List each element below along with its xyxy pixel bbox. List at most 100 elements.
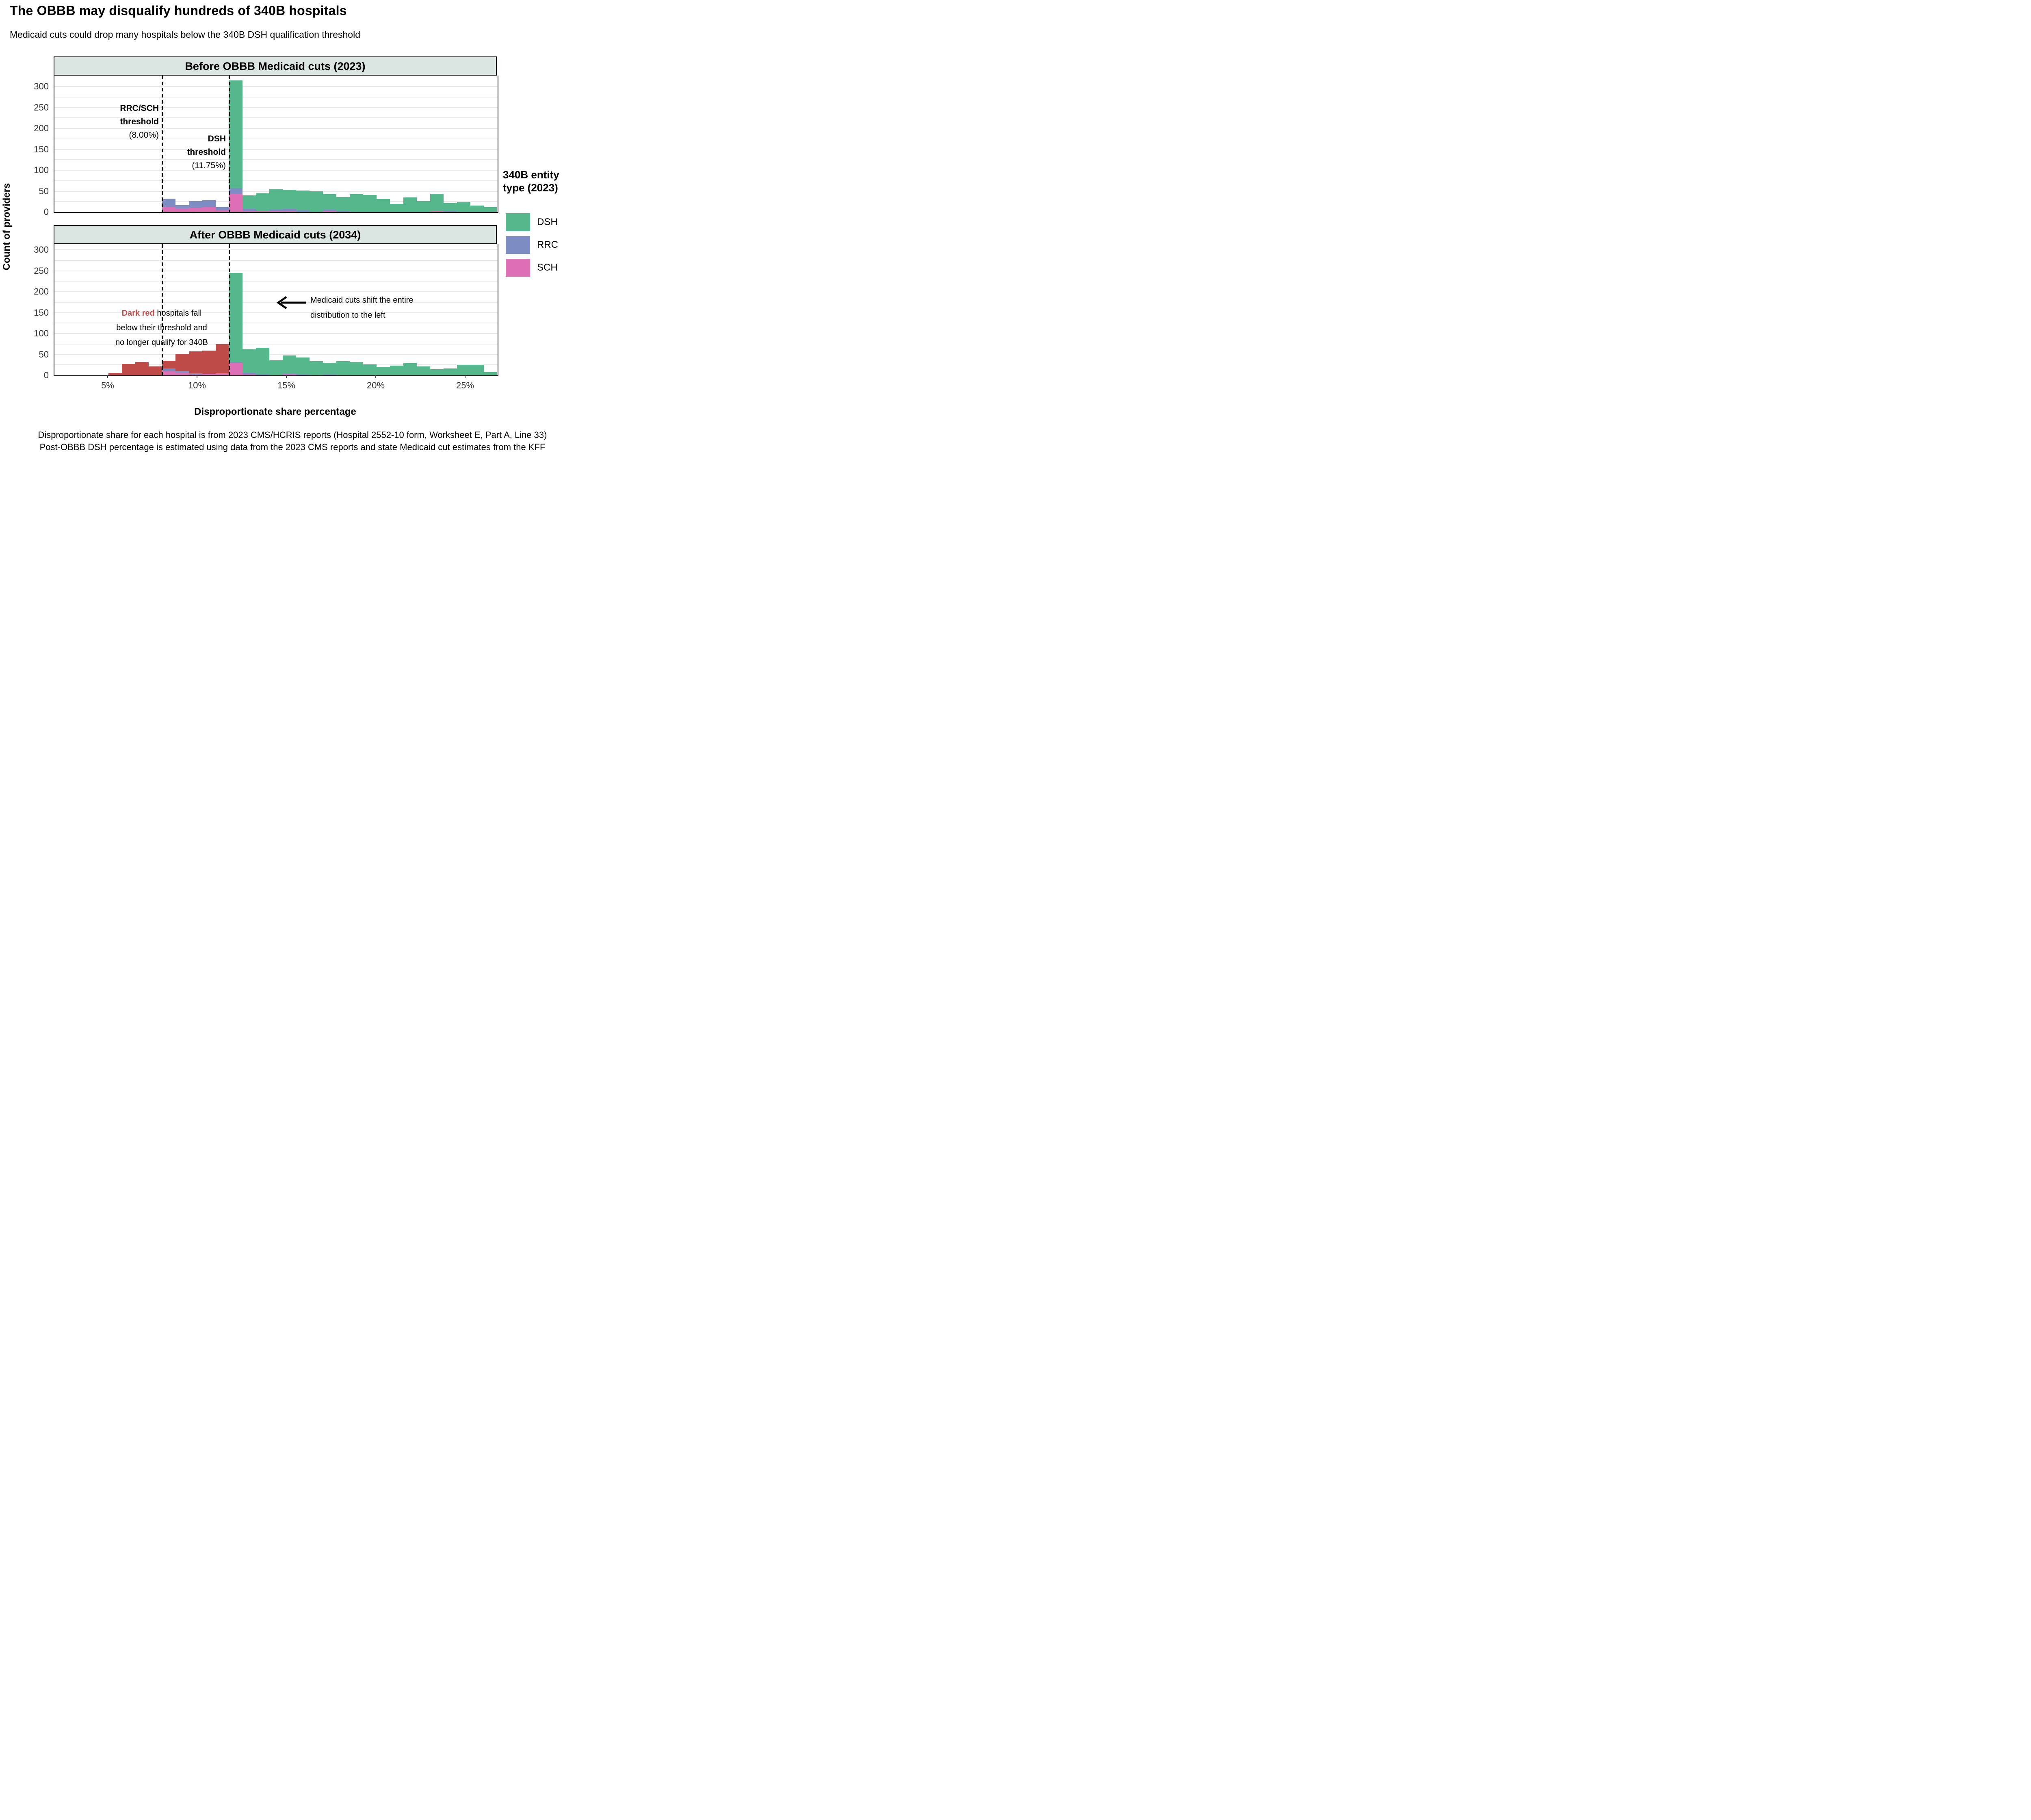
bar-segment-rrc-11.75pct bbox=[229, 362, 243, 363]
bar-segment-dsh-11.75pct bbox=[229, 273, 243, 362]
bar-segment-sch-12.5pct bbox=[243, 210, 256, 212]
bar-segment-sch-8.75pct bbox=[175, 208, 189, 212]
y-tick-300-after: 300 bbox=[34, 245, 49, 255]
bar-segment-dsh-14pct bbox=[269, 189, 283, 210]
bar-segment-dsh-25.25pct bbox=[470, 365, 484, 375]
bar-segment-dsh-18.5pct bbox=[350, 194, 363, 212]
threshold-label-line: DSH bbox=[208, 134, 226, 143]
bar-segment-dsh-20pct bbox=[377, 367, 390, 375]
bar-segment-rrc-8pct bbox=[162, 368, 175, 371]
facet-header-after: After OBBB Medicaid cuts (2034) bbox=[54, 225, 497, 244]
threshold-line-11.75pct bbox=[229, 76, 230, 212]
x-tick-mark-20 bbox=[375, 375, 376, 378]
bar-segment-dsh-14.75pct bbox=[283, 190, 296, 209]
bar-segment-sch-8.75pct bbox=[175, 372, 189, 375]
bar-segment-dsh-14pct bbox=[269, 360, 283, 375]
y-tick-150-after: 150 bbox=[34, 307, 49, 318]
x-axis-title: Disproportionate share percentage bbox=[194, 406, 356, 417]
y-tick-100-after: 100 bbox=[34, 328, 49, 338]
bar-segment-sch-14.75pct bbox=[283, 374, 296, 375]
plot-area-before: RRC/SCH threshold (8.00%) DSH threshold (11.7… bbox=[54, 76, 498, 213]
legend-swatch-dsh bbox=[506, 213, 530, 231]
bar-segment-sch-11.75pct bbox=[229, 193, 243, 212]
threshold-label-line: (11.75%) bbox=[192, 161, 226, 170]
x-tick-label-10: 10% bbox=[188, 380, 206, 390]
x-tick-label-20: 20% bbox=[366, 380, 385, 390]
bar-segment-dsh-16.25pct bbox=[310, 361, 323, 375]
bar-segment-dsh-26pct bbox=[484, 372, 497, 375]
bar-segment-rrc-9.5pct bbox=[189, 373, 202, 375]
threshold-line-11.75pct bbox=[229, 244, 230, 375]
bar-segment-dsh-22.25pct bbox=[417, 366, 430, 375]
y-axis-title: Count of providers bbox=[1, 183, 12, 271]
gridline-200 bbox=[54, 291, 498, 292]
legend-label-rrc: RRC bbox=[537, 239, 558, 250]
bar-segment-red-5.75pct bbox=[122, 364, 135, 375]
gridline-200 bbox=[54, 128, 498, 129]
y-tick-150-before: 150 bbox=[34, 144, 49, 154]
gridline-75 bbox=[54, 180, 498, 181]
bar-segment-dsh-23.75pct bbox=[444, 368, 457, 375]
y-tick-50-after: 50 bbox=[39, 349, 49, 360]
bar-segment-dsh-20.75pct bbox=[390, 204, 403, 212]
bar-segment-dsh-20pct bbox=[377, 199, 390, 212]
facet-title-after: After OBBB Medicaid cuts (2034) bbox=[189, 229, 361, 241]
bar-segment-dsh-20.75pct bbox=[390, 366, 403, 375]
gridline-175 bbox=[54, 301, 498, 303]
bar-segment-rrc-12.5pct bbox=[243, 373, 256, 375]
bar-segment-rrc-15.5pct bbox=[296, 210, 310, 212]
legend-title-line1: 340B entity bbox=[503, 169, 559, 181]
bar-segment-dsh-11.75pct bbox=[229, 80, 243, 188]
bar-segment-dsh-19.25pct bbox=[363, 195, 377, 212]
bar-segment-sch-14pct bbox=[269, 211, 283, 212]
dark-red-highlight: Dark red bbox=[121, 309, 155, 318]
bar-segment-dsh-17pct bbox=[323, 194, 336, 210]
bar-segment-red-8pct bbox=[162, 360, 175, 368]
bar-segment-red-11pct bbox=[216, 344, 229, 373]
bar-segment-red-8.75pct bbox=[175, 354, 189, 371]
bar-segment-dsh-24.5pct bbox=[457, 202, 470, 212]
bar-segment-rrc-9.5pct bbox=[189, 201, 202, 208]
bar-segment-rrc-11pct bbox=[216, 207, 229, 210]
bar-segment-rrc-17.75pct bbox=[336, 211, 350, 212]
threshold-line-8pct bbox=[162, 76, 163, 212]
bar-segment-sch-11pct bbox=[216, 210, 229, 212]
bar-segment-sch-10.25pct bbox=[202, 373, 216, 375]
legend-swatch-sch bbox=[506, 259, 530, 277]
x-tick-label-25: 25% bbox=[456, 380, 474, 390]
bar-segment-sch-9.5pct bbox=[189, 207, 202, 212]
gridline-125 bbox=[54, 159, 498, 160]
gridline-225 bbox=[54, 281, 498, 282]
threshold-label-line: threshold bbox=[187, 147, 226, 157]
bar-segment-dsh-23pct bbox=[430, 369, 444, 375]
legend-title-line2: type (2023) bbox=[503, 182, 558, 194]
x-tick-mark-5 bbox=[107, 375, 108, 378]
gridline-300 bbox=[54, 86, 498, 87]
gridline-300 bbox=[54, 249, 498, 250]
y-tick-200-before: 200 bbox=[34, 123, 49, 133]
bar-segment-sch-23pct bbox=[430, 211, 444, 212]
x-tick-label-5: 5% bbox=[101, 380, 114, 390]
gridline-225 bbox=[54, 117, 498, 119]
gridline-100 bbox=[54, 170, 498, 171]
y-tick-300-before: 300 bbox=[34, 81, 49, 91]
threshold-label-8pct: RRC/SCH threshold (8.00%) bbox=[120, 102, 159, 142]
dark-red-note-line: below their threshold and bbox=[116, 323, 207, 332]
bar-segment-red-9.5pct bbox=[189, 351, 202, 373]
bar-segment-rrc-13.25pct bbox=[256, 374, 269, 375]
bar-segment-dsh-13.25pct bbox=[256, 193, 269, 211]
x-tick-mark-25 bbox=[465, 375, 466, 378]
bar-segment-rrc-10.25pct bbox=[202, 200, 216, 207]
shift-note-line: Medicaid cuts shift the entire bbox=[310, 296, 414, 305]
bar-segment-dsh-22.25pct bbox=[417, 201, 430, 212]
bar-segment-sch-8pct bbox=[162, 371, 175, 375]
threshold-label-line: (8.00%) bbox=[129, 130, 159, 140]
bar-segment-dsh-21.5pct bbox=[403, 197, 417, 212]
facet-header-before: Before OBBB Medicaid cuts (2023) bbox=[54, 56, 497, 76]
threshold-label-11.75pct: DSH threshold (11.75%) bbox=[187, 132, 226, 172]
bar-segment-dsh-21.5pct bbox=[403, 363, 417, 375]
gridline-50 bbox=[54, 354, 498, 355]
bar-segment-dsh-16.25pct bbox=[310, 191, 323, 212]
dark-red-note-line: Dark red hospitals fall bbox=[121, 309, 202, 318]
bar-segment-sch-14.75pct bbox=[283, 210, 296, 212]
